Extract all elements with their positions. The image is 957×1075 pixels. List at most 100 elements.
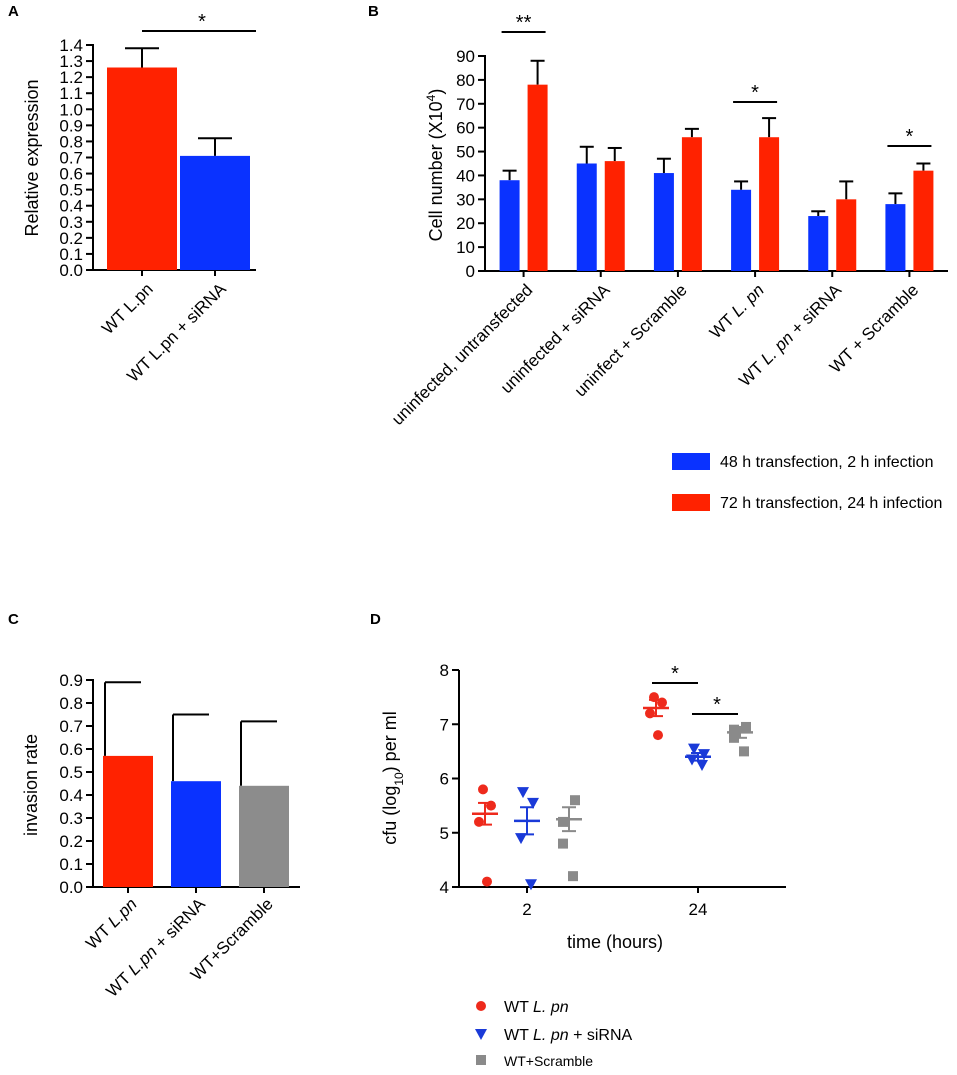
d-legend-label-part: L. pn — [533, 1027, 569, 1044]
d-data-point — [558, 816, 568, 827]
b-legend-label-72h: 72 h transfection, 24 h infection — [720, 495, 942, 512]
c-x-tick-label: WT L.pn — [82, 894, 141, 953]
a-y-tick-label: 0.6 — [59, 165, 83, 184]
a-y-tick-label: 1.3 — [59, 52, 83, 71]
d-data-point — [482, 876, 492, 887]
d-data-point — [653, 730, 663, 741]
d-y-axis-label: cfu (log10) per ml — [380, 711, 406, 844]
b-y-axis-label-main: Cell number (X10 — [426, 101, 446, 241]
d-y-tick-label: 6 — [440, 770, 449, 789]
d-x-tick-label: 24 — [689, 900, 708, 919]
b-bar — [681, 137, 702, 271]
b-significance-star: * — [751, 82, 759, 104]
d-data-point — [558, 838, 568, 849]
d-significance-star: * — [713, 694, 721, 716]
d-data-point — [515, 833, 527, 845]
d-legend-label-part: WT — [504, 999, 533, 1016]
b-y-tick-label: 80 — [456, 71, 475, 90]
b-bar — [913, 170, 934, 271]
d-data-point — [739, 746, 749, 757]
b-significance-star: * — [906, 126, 914, 148]
c-x-tick-label-part: + siRNA — [148, 894, 210, 956]
a-y-tick-label: 0.7 — [59, 149, 83, 168]
d-data-point — [696, 759, 708, 771]
b-x-tick-label: WT L. pn — [706, 280, 768, 342]
a-y-tick-label: 0.1 — [59, 245, 83, 264]
c-y-tick-label: 0.3 — [59, 809, 83, 828]
panel-label-c: C — [8, 611, 19, 628]
c-bar — [239, 785, 289, 887]
b-y-axis-label-end: ) — [426, 89, 446, 95]
a-significance-star: * — [198, 11, 206, 33]
b-bar — [759, 137, 780, 271]
d-legend-label-part: L. pn — [533, 999, 569, 1016]
c-y-tick-label: 0.0 — [59, 878, 83, 897]
a-y-tick-label: 0.8 — [59, 132, 83, 151]
b-bar — [576, 163, 597, 271]
a-bar — [107, 67, 177, 270]
a-y-tick-label: 1.0 — [59, 100, 83, 119]
b-bar — [885, 204, 906, 271]
b-x-tick-label-part: + siRNA — [784, 280, 846, 342]
d-legend-marker — [476, 1001, 486, 1011]
b-y-tick-label: 70 — [456, 95, 475, 114]
b-bar — [653, 173, 674, 271]
panel-label-d: D — [370, 611, 381, 628]
panel-label-a: A — [8, 3, 19, 20]
d-data-point — [517, 787, 529, 799]
d-legend-label-part: + siRNA — [569, 1027, 633, 1044]
d-legend-marker — [476, 1055, 486, 1065]
d-data-point — [698, 749, 710, 761]
d-data-point — [525, 879, 537, 891]
c-y-tick-label: 0.8 — [59, 694, 83, 713]
c-y-tick-label: 0.7 — [59, 717, 83, 736]
a-y-tick-label: 0.9 — [59, 116, 83, 135]
a-y-tick-label: 0.4 — [59, 197, 83, 216]
c-y-tick-label: 0.1 — [59, 855, 83, 874]
d-data-point — [729, 724, 739, 735]
c-y-tick-label: 0.6 — [59, 740, 83, 759]
c-y-tick-label: 0.2 — [59, 832, 83, 851]
b-bar — [808, 216, 829, 271]
a-y-axis-label: Relative expression — [22, 79, 42, 236]
b-bar — [604, 161, 625, 271]
b-bar — [499, 180, 520, 271]
b-y-axis-label: Cell number (X104) — [424, 89, 446, 242]
a-y-tick-label: 0.3 — [59, 213, 83, 232]
a-y-tick-label: 1.1 — [59, 84, 83, 103]
d-legend-label: WT L. pn — [504, 999, 569, 1016]
a-y-tick-label: 0.0 — [59, 261, 83, 280]
d-legend-label: WT+Scramble — [504, 1053, 593, 1069]
d-y-axis-label-sub: 10 — [392, 772, 406, 786]
b-y-tick-label: 90 — [456, 47, 475, 66]
b-y-tick-label: 50 — [456, 143, 475, 162]
d-y-axis-label-post: ) per ml — [380, 711, 400, 772]
c-y-tick-label: 0.9 — [59, 671, 83, 690]
b-legend-label-48h: 48 h transfection, 2 h infection — [720, 454, 933, 471]
b-legend-swatch-blue — [672, 453, 710, 470]
a-x-tick-label: WT L.pn — [98, 279, 157, 338]
d-legend-label-part: WT+Scramble — [504, 1053, 593, 1069]
d-x-axis-label: time (hours) — [567, 932, 663, 952]
b-legend-swatch-red — [672, 494, 710, 511]
b-bar — [836, 199, 857, 271]
d-data-point — [478, 784, 488, 795]
c-bar — [171, 781, 221, 887]
c-bar — [103, 755, 153, 887]
a-y-tick-label: 1.4 — [59, 36, 83, 55]
b-y-tick-label: 30 — [456, 190, 475, 209]
b-bar — [731, 189, 752, 271]
b-y-axis-label-sup: 4 — [424, 94, 438, 101]
b-y-tick-label: 60 — [456, 119, 475, 138]
panel-label-b: B — [368, 3, 379, 20]
d-legend-label: WT L. pn + siRNA — [504, 1027, 633, 1044]
c-y-tick-label: 0.4 — [59, 786, 83, 805]
d-y-axis-label-pre: cfu (log — [380, 786, 400, 845]
b-x-tick-label: uninfected, untransfected — [388, 280, 536, 428]
d-significance-star: * — [671, 663, 679, 685]
d-data-point — [527, 797, 539, 809]
b-y-tick-label: 40 — [456, 166, 475, 185]
a-y-tick-label: 0.2 — [59, 229, 83, 248]
d-y-tick-label: 4 — [440, 878, 449, 897]
d-data-point — [570, 795, 580, 806]
